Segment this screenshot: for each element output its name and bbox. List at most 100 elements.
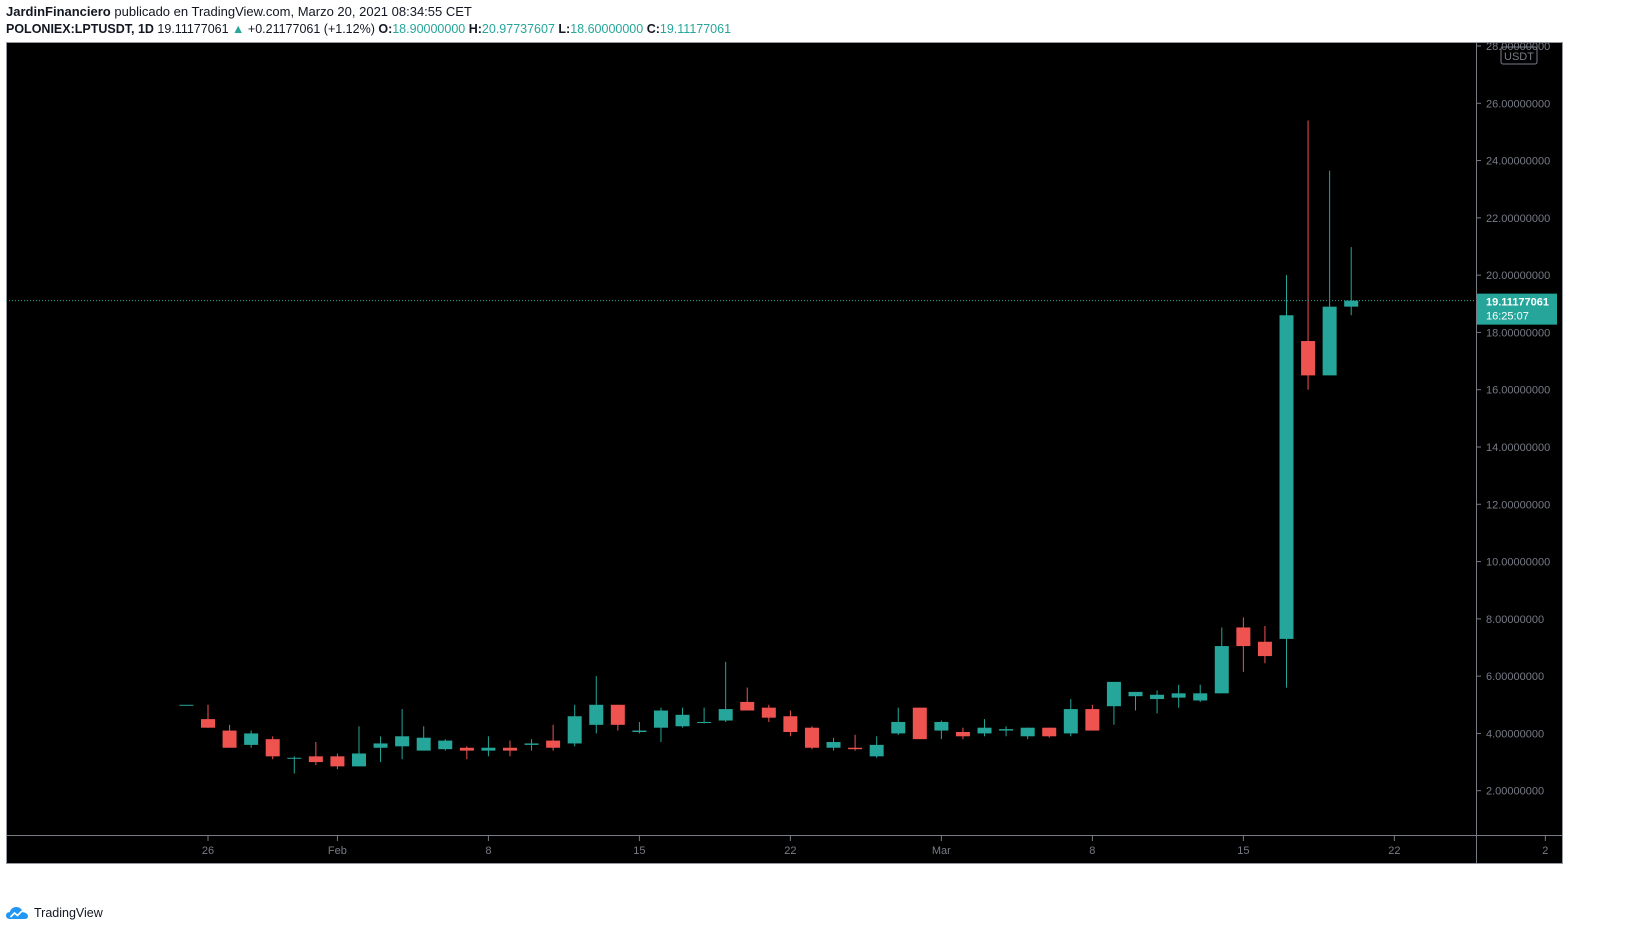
- time-tick-label: 8: [1089, 845, 1095, 857]
- candle: [351, 726, 366, 767]
- candle-body: [977, 727, 992, 734]
- price-tag-value: 19.11177061: [1486, 297, 1549, 309]
- candle: [826, 737, 841, 751]
- symbol-legend: POLONIEX:LPTUSDT, 1D 19.11177061 ▲ +0.21…: [6, 22, 731, 36]
- candle-body: [632, 730, 647, 732]
- candle-body: [1193, 693, 1208, 701]
- candle-body: [546, 740, 561, 748]
- price-tick-label: 4.00000000: [1486, 728, 1544, 740]
- candle-body: [524, 743, 539, 745]
- candle: [481, 736, 496, 757]
- candle-body: [1344, 300, 1359, 307]
- candle-body: [653, 710, 668, 728]
- candle-body: [697, 721, 712, 723]
- price-tag-background: [1477, 293, 1557, 325]
- time-tick-label: Feb: [328, 845, 347, 857]
- symbol-name: POLONIEX:LPTUSDT, 1D: [6, 22, 154, 36]
- candle: [718, 661, 733, 722]
- candle-body: [351, 753, 366, 767]
- candlestick-chart[interactable]: 2 8.00000000 26.00000000 24.00000000 22.0000…: [6, 42, 1563, 864]
- price-tick-label: 24.00000000: [1486, 156, 1550, 168]
- price-tick-label: 8.00000000: [1486, 614, 1544, 626]
- chart-frame: [6, 42, 1563, 864]
- candle-body: [1150, 694, 1165, 700]
- candle: [1085, 704, 1100, 731]
- time-tick-label: 2: [1542, 845, 1548, 857]
- candle: [330, 753, 345, 770]
- candle-body: [373, 743, 388, 748]
- candle: [848, 734, 863, 751]
- candle: [740, 687, 755, 711]
- price-tick-label: 10.00000000: [1486, 557, 1550, 569]
- candle: [999, 726, 1014, 737]
- footer-brand-label: TradingView: [34, 906, 103, 920]
- candle: [653, 707, 668, 743]
- candle: [1279, 275, 1294, 688]
- candle: [222, 724, 237, 748]
- candle: [610, 704, 625, 731]
- candle-body: [610, 704, 625, 725]
- chart-background: [6, 42, 1563, 864]
- time-tick-label: 15: [1237, 845, 1249, 857]
- candle: [891, 707, 906, 735]
- candle-body: [1322, 306, 1337, 376]
- candle-body: [761, 707, 776, 718]
- candle: [1106, 681, 1121, 725]
- candle: [546, 724, 561, 751]
- candle-body: [955, 731, 970, 737]
- candle: [524, 739, 539, 751]
- candle-body: [718, 709, 733, 721]
- candle: [373, 736, 388, 763]
- last-price-tag: 19.11177061 16:25:07: [1477, 293, 1557, 325]
- candle-body: [934, 721, 949, 731]
- candle: [804, 726, 819, 750]
- candle-body: [1214, 646, 1229, 694]
- price-tick-label: 22.00000000: [1486, 213, 1550, 225]
- high-value: 20.97737607: [481, 22, 555, 36]
- candle: [265, 736, 280, 760]
- candle-body: [502, 747, 517, 751]
- candle-body: [912, 707, 927, 740]
- price-tick-label: 6.00000000: [1486, 671, 1544, 683]
- candle-body: [848, 747, 863, 750]
- candle-body: [891, 721, 906, 734]
- publish-text: publicado en TradingView.com, Marzo 20, …: [114, 4, 472, 19]
- candle-body: [308, 756, 323, 763]
- currency-badge-label: USDT: [1504, 51, 1534, 63]
- candle-body: [222, 730, 237, 748]
- up-triangle-icon: ▲: [232, 22, 245, 36]
- price-tick-label: 14.00000000: [1486, 442, 1550, 454]
- candle: [416, 726, 431, 751]
- candle: [697, 707, 712, 724]
- close-label: C:: [646, 22, 660, 36]
- candle-body: [1042, 727, 1057, 737]
- candle-body: [1257, 641, 1272, 657]
- footer-brand[interactable]: TradingView: [6, 906, 103, 920]
- candle-body: [330, 756, 345, 767]
- candle: [912, 707, 927, 740]
- candle: [567, 704, 582, 747]
- open-value: 18.90000000: [392, 22, 466, 36]
- candle-body: [1020, 727, 1035, 737]
- time-tick-label: 15: [633, 845, 645, 857]
- candle: [1257, 626, 1272, 664]
- candle: [1301, 120, 1316, 390]
- candle-body: [1279, 315, 1294, 639]
- price-tick-label: 2.00000000: [1486, 786, 1544, 798]
- candle-body: [1063, 709, 1078, 734]
- candle: [1128, 691, 1143, 711]
- low-value: 18.60000000: [570, 22, 644, 36]
- publish-info: JardinFinanciero publicado en TradingVie…: [6, 4, 472, 19]
- high-label: H:: [468, 22, 482, 36]
- candle: [934, 720, 949, 740]
- currency-badge[interactable]: [1500, 46, 1538, 65]
- time-axis[interactable]: 26 Feb 8 15 22 Mar 8 15 22 2: [202, 836, 1549, 857]
- candle-body: [481, 747, 496, 751]
- candle: [179, 704, 194, 706]
- time-tick-label: Mar: [932, 845, 951, 857]
- author-name[interactable]: JardinFinanciero: [6, 4, 111, 19]
- candle-body: [1236, 627, 1251, 647]
- candle: [438, 739, 453, 751]
- time-tick-label: 26: [202, 845, 214, 857]
- candle-body: [416, 737, 431, 751]
